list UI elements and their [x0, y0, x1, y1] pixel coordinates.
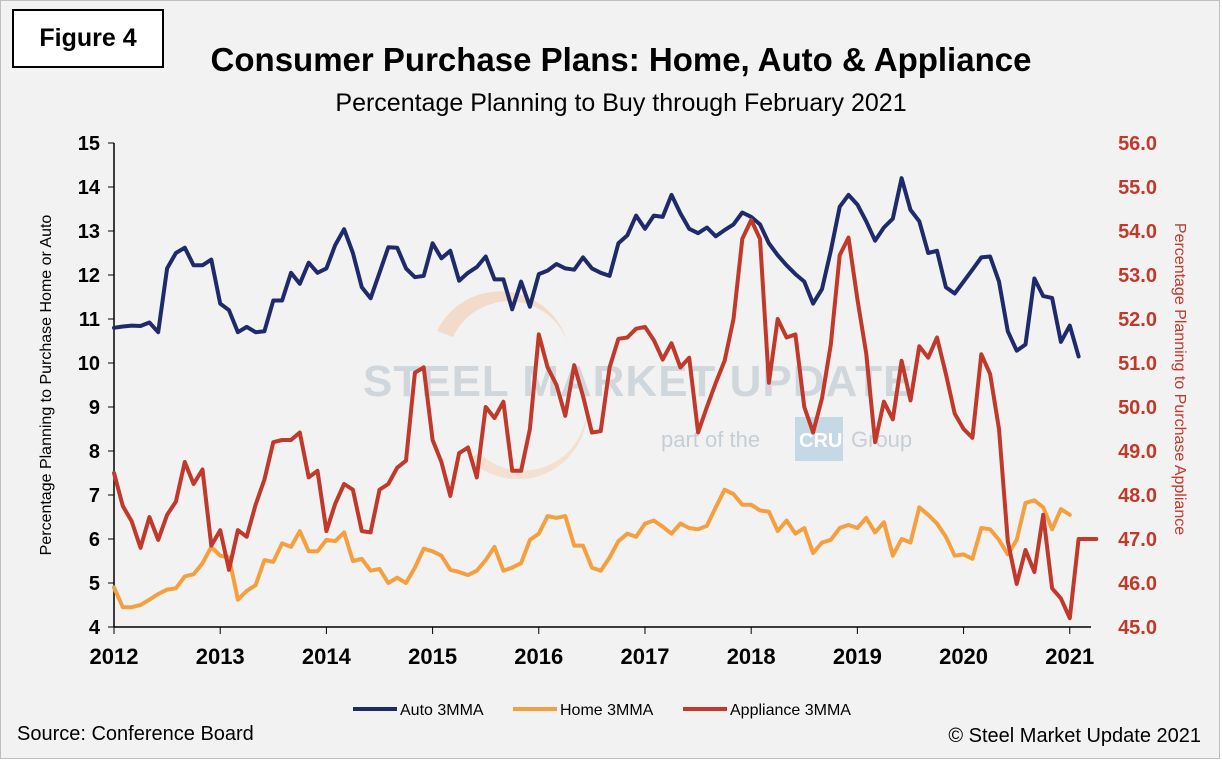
- y-right-tick-label: 48.0: [1118, 485, 1157, 507]
- watermark-sub-brand: CRU: [799, 430, 842, 452]
- y-left-tick-label: 13: [78, 221, 100, 243]
- y-left-tick-label: 14: [78, 177, 101, 199]
- x-tick-label: 2017: [621, 644, 670, 669]
- watermark-text: STEEL MARKET UPDATE: [363, 357, 913, 406]
- y-left-tick-label: 15: [78, 133, 100, 155]
- x-tick-label: 2016: [514, 644, 563, 669]
- x-tick-label: 2014: [302, 644, 352, 669]
- y-left-tick-label: 7: [89, 485, 100, 507]
- chart-subtitle: Percentage Planning to Buy through Febru…: [335, 89, 907, 117]
- legend: Auto 3MMA Home 3MMA Appliance 3MMA: [353, 702, 851, 719]
- series-line-auto-3mma: [112, 176, 1081, 359]
- y-right-tick-label: 53.0: [1118, 265, 1157, 287]
- y-left-tick-label: 9: [89, 397, 100, 419]
- source-note: Source: Conference Board: [17, 723, 254, 745]
- series-line-appliance-3mma: [112, 218, 1099, 621]
- chart-title: Consumer Purchase Plans: Home, Auto & Ap…: [210, 41, 1032, 78]
- x-tick-label: 2020: [939, 644, 988, 669]
- series-line-home-3mma: [112, 487, 1072, 610]
- copyright-note: © Steel Market Update 2021: [948, 725, 1201, 747]
- figure-badge: Figure 4: [12, 9, 164, 68]
- x-tick-label: 2015: [408, 644, 457, 669]
- y-left-tick-label: 5: [89, 573, 100, 595]
- axes: 4 5 6 7 8 9 10 11 12 13 14 15 45.0 46.0 47.0 48.0 49.0 50…: [78, 133, 1157, 669]
- x-tick-label: 2018: [727, 644, 776, 669]
- y-right-tick-label: 54.0: [1118, 221, 1157, 243]
- y-right-tick-label: 56.0: [1118, 133, 1157, 155]
- legend-label-home-3mma: Home 3MMA: [560, 702, 654, 719]
- legend-label-auto-3mma: Auto 3MMA: [400, 702, 484, 719]
- y-left-tick-label: 12: [78, 265, 100, 287]
- y-left-tick-label: 4: [89, 617, 101, 639]
- y-right-tick-label: 46.0: [1118, 573, 1157, 595]
- watermark-sub-left: part of the: [661, 427, 760, 452]
- x-tick-label: 2012: [90, 644, 139, 669]
- watermark-cru-box: [795, 417, 843, 461]
- x-tick-label: 2013: [196, 644, 245, 669]
- y-axis-left-label: Percentage Planning to Purchase Home or …: [38, 215, 55, 556]
- y-axis-right-label: Percentage Planning to Purchase Applianc…: [1171, 223, 1188, 535]
- watermark-swoosh-icon-lower: [469, 361, 588, 480]
- x-tick-label: 2019: [833, 644, 882, 669]
- y-right-tick-label: 49.0: [1118, 441, 1157, 463]
- y-left-tick-label: 6: [89, 529, 100, 551]
- y-left-tick-label: 11: [79, 309, 100, 331]
- y-right-tick-label: 52.0: [1118, 309, 1157, 331]
- x-tick-label: 2021: [1045, 644, 1094, 669]
- y-right-tick-label: 50.0: [1118, 397, 1157, 419]
- series-group: [112, 176, 1099, 621]
- y-right-tick-label: 55.0: [1118, 177, 1157, 199]
- legend-label-appliance-3mma: Appliance 3MMA: [730, 702, 851, 719]
- watermark: STEEL MARKET UPDATE part of the CRU Grou…: [363, 291, 913, 480]
- watermark-sub-right: Group: [851, 427, 912, 452]
- y-left-tick-label: 10: [78, 353, 100, 375]
- y-right-tick-label: 47.0: [1118, 529, 1157, 551]
- y-right-tick-label: 45.0: [1118, 617, 1157, 639]
- watermark-swoosh-icon: [437, 291, 567, 341]
- y-left-tick-label: 8: [89, 441, 100, 463]
- y-right-tick-label: 51.0: [1118, 353, 1157, 375]
